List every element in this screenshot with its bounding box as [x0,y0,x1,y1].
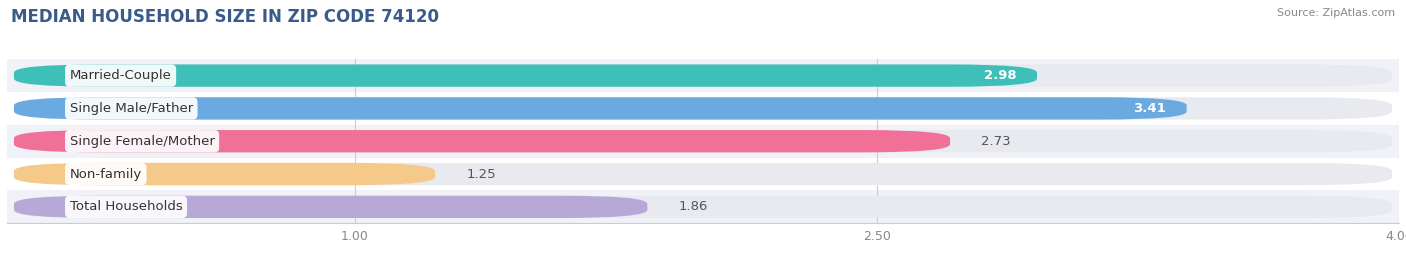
Text: 1.86: 1.86 [679,200,709,213]
FancyBboxPatch shape [14,163,434,185]
FancyBboxPatch shape [14,130,950,152]
FancyBboxPatch shape [14,97,1187,119]
Bar [7,59,1399,92]
Text: Non-family: Non-family [70,168,142,180]
Text: 3.41: 3.41 [1133,102,1166,115]
Text: Single Female/Mother: Single Female/Mother [70,135,215,148]
FancyBboxPatch shape [14,97,1392,119]
Bar [7,125,1399,158]
Text: Single Male/Father: Single Male/Father [70,102,193,115]
Text: Source: ZipAtlas.com: Source: ZipAtlas.com [1277,8,1395,18]
FancyBboxPatch shape [14,196,1392,218]
FancyBboxPatch shape [14,130,1392,152]
FancyBboxPatch shape [14,163,1392,185]
Text: 1.25: 1.25 [467,168,496,180]
FancyBboxPatch shape [14,196,647,218]
Text: 2.73: 2.73 [981,135,1011,148]
Text: 2.98: 2.98 [984,69,1017,82]
Bar [7,92,1399,125]
Bar [7,158,1399,190]
Text: Total Households: Total Households [70,200,183,213]
Bar [7,190,1399,223]
FancyBboxPatch shape [14,65,1392,87]
Text: MEDIAN HOUSEHOLD SIZE IN ZIP CODE 74120: MEDIAN HOUSEHOLD SIZE IN ZIP CODE 74120 [11,8,439,26]
FancyBboxPatch shape [14,65,1038,87]
Text: Married-Couple: Married-Couple [70,69,172,82]
